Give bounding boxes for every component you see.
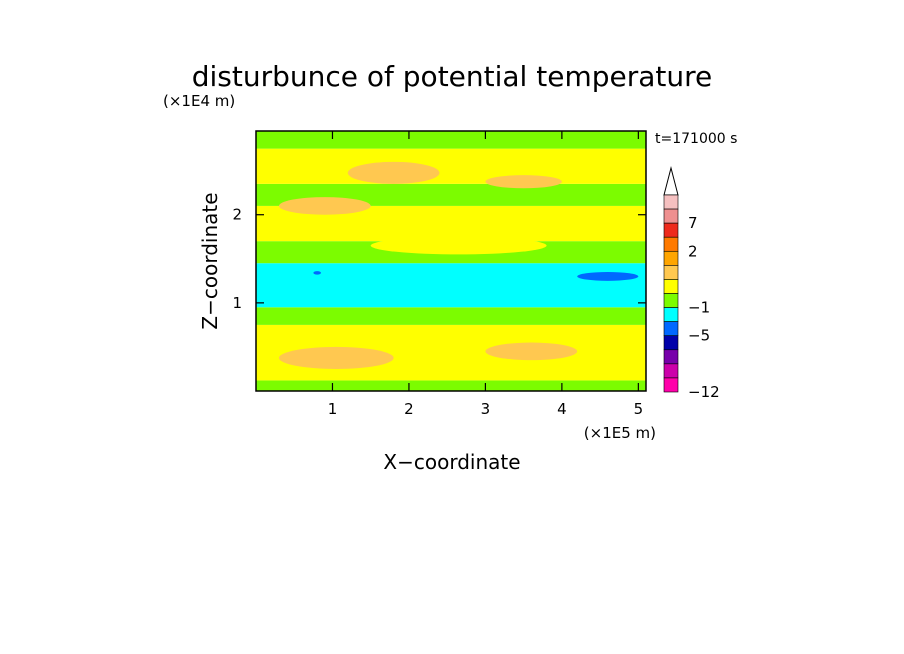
colorbar: 7 2 −1 −5 −12 <box>663 166 720 401</box>
colorbar-swatch <box>663 377 679 393</box>
x-unit-label: (×1E5 m) <box>584 424 656 442</box>
x-tick-label: 2 <box>404 400 414 418</box>
plot-frame <box>255 130 647 392</box>
field-band-0 <box>256 380 646 391</box>
colorbar-label: −12 <box>688 383 720 401</box>
field-band-8 <box>256 131 646 149</box>
colorbar-swatch <box>663 335 679 351</box>
colorbar-swatch <box>663 349 679 365</box>
colorbar-swatch <box>663 321 679 337</box>
y-tick-label: 2 <box>232 206 242 224</box>
colorbar-swatch <box>663 293 679 308</box>
field-patch-3 <box>278 197 371 215</box>
chart-title: disturbunce of potential temperature <box>192 60 713 93</box>
plot-area <box>255 130 647 392</box>
field-patch-2 <box>370 236 547 255</box>
y-tick-label: 1 <box>232 294 242 312</box>
x-tick-label: 3 <box>481 400 491 418</box>
field-patch-4 <box>347 161 440 184</box>
colorbar-swatch <box>663 363 679 379</box>
field-band-7 <box>256 148 646 184</box>
field-band-3 <box>256 263 646 308</box>
colorbar-swatch <box>663 208 679 224</box>
colorbar-label: −5 <box>688 327 710 345</box>
colorbar-swatch <box>663 222 679 238</box>
y-axis-label: Z−coordinate <box>198 192 222 329</box>
field-patch-0 <box>278 346 394 369</box>
colorbar-swatch <box>663 265 679 280</box>
colorbar-swatch <box>663 279 679 294</box>
x-tick-label: 4 <box>557 400 567 418</box>
x-tick-label: 1 <box>328 400 338 418</box>
x-axis: 1 2 3 4 5 <box>328 131 643 418</box>
colorbar-label: −1 <box>688 299 710 317</box>
colorbar-swatch <box>663 194 679 210</box>
x-tick-label: 5 <box>634 400 644 418</box>
field-patch-7 <box>313 271 322 275</box>
field-patch-1 <box>485 342 578 361</box>
field-band-2 <box>256 307 646 325</box>
colorbar-label: 2 <box>688 242 698 260</box>
colorbar-extend-arrow <box>663 166 679 196</box>
time-label: t=171000 s <box>655 131 737 147</box>
colorbar-swatch <box>663 236 679 252</box>
colorbar-swatch <box>663 250 679 266</box>
y-unit-label: (×1E4 m) <box>163 92 235 110</box>
colorbar-swatch <box>663 307 679 322</box>
y-axis: 12 <box>232 206 646 312</box>
colorbar-label: 7 <box>688 214 698 232</box>
field-patch-5 <box>485 175 562 189</box>
x-axis-label: X−coordinate <box>383 450 520 474</box>
field-patch-6 <box>577 272 639 281</box>
